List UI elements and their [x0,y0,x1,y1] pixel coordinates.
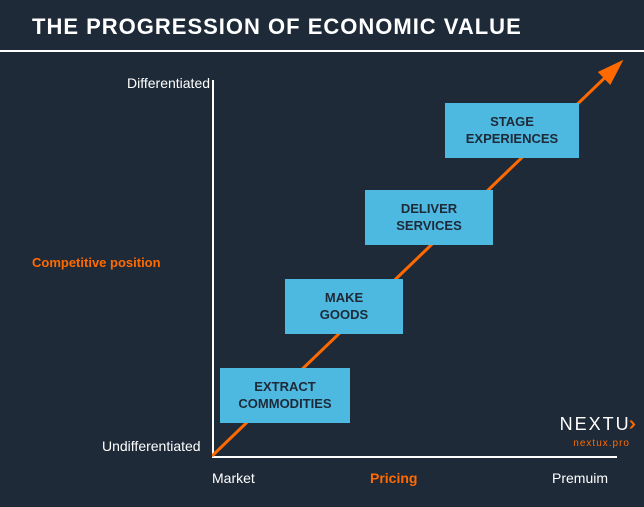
x-axis-label-left: Market [212,470,255,486]
y-axis-label-mid: Competitive position [32,255,161,270]
chart-area: Differentiated Competitive position Undi… [32,60,622,490]
y-axis-label-top: Differentiated [127,75,210,91]
stage-box-3: STAGE EXPERIENCES [445,103,579,158]
y-axis-label-bottom: Undifferentiated [102,438,201,454]
title-bar: THE PROGRESSION OF ECONOMIC VALUE [0,0,644,52]
logo-chevron-icon: ›› [629,413,630,436]
x-axis-label-right: Premuim [552,470,608,486]
y-axis-line [212,80,214,458]
x-axis-line [212,456,617,458]
logo-text: NEXTU [560,414,631,435]
brand-logo: NEXTU ›› nextux.pro [560,413,630,449]
page-title: THE PROGRESSION OF ECONOMIC VALUE [32,14,644,40]
stage-box-1: MAKE GOODS [285,279,403,334]
x-axis-label-mid: Pricing [370,470,417,486]
logo-subtext: nextux.pro [560,438,630,449]
logo-wordmark: NEXTU ›› [560,413,630,436]
stage-box-2: DELIVER SERVICES [365,190,493,245]
stage-box-0: EXTRACT COMMODITIES [220,368,350,423]
